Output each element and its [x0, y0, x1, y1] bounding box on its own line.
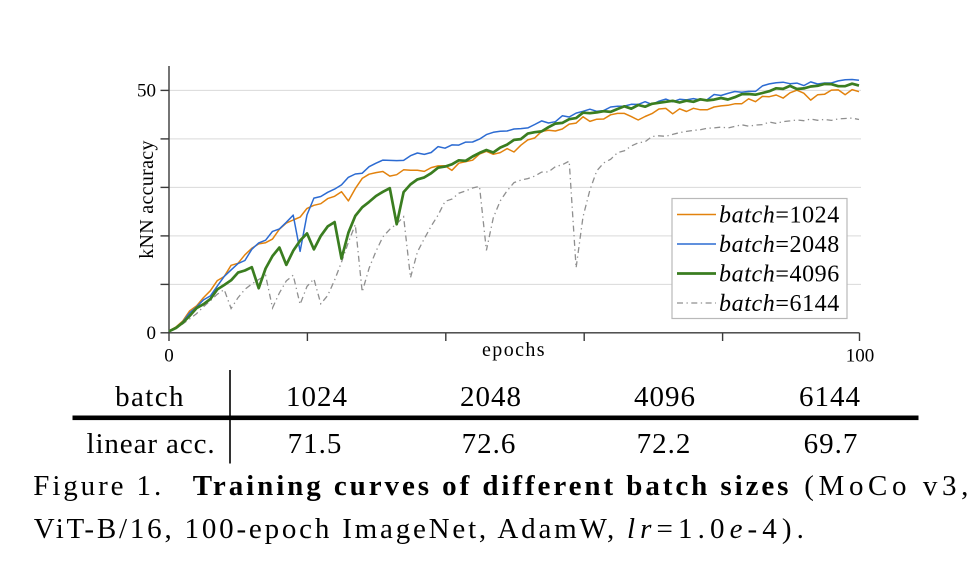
svg-text:2048: 2048 — [460, 381, 522, 413]
svg-text:batch=4096: batch=4096 — [719, 262, 840, 288]
svg-text:1024: 1024 — [286, 381, 348, 413]
svg-text:71.5: 71.5 — [288, 428, 343, 460]
svg-text:kNN accuracy: kNN accuracy — [136, 140, 158, 259]
svg-text:batch=6144: batch=6144 — [719, 291, 840, 317]
svg-text:4096: 4096 — [634, 381, 696, 413]
svg-text:0: 0 — [147, 323, 157, 344]
svg-text:Training curves of different b: Training curves of different batch sizes — [193, 470, 792, 502]
svg-text:linear acc.: linear acc. — [86, 428, 215, 460]
svg-text:lr=1.0e-4).: lr=1.0e-4). — [627, 513, 809, 545]
svg-text:72.6: 72.6 — [462, 428, 517, 460]
svg-text:(MoCo v3,: (MoCo v3, — [804, 470, 973, 502]
svg-text:0: 0 — [164, 346, 174, 367]
svg-text:69.7: 69.7 — [804, 428, 859, 460]
svg-text:ViT-B/16, 100-epoch ImageNet,: ViT-B/16, 100-epoch ImageNet, AdamW, — [34, 513, 617, 545]
svg-text:epochs: epochs — [482, 339, 546, 361]
svg-text:batch: batch — [115, 381, 185, 413]
svg-text:batch=1024: batch=1024 — [719, 203, 840, 229]
svg-text:50: 50 — [137, 81, 156, 102]
svg-text:Figure 1.: Figure 1. — [33, 470, 164, 502]
svg-text:6144: 6144 — [799, 381, 861, 413]
svg-text:100: 100 — [846, 346, 875, 367]
svg-text:batch=2048: batch=2048 — [719, 232, 840, 258]
svg-text:72.2: 72.2 — [637, 428, 692, 460]
